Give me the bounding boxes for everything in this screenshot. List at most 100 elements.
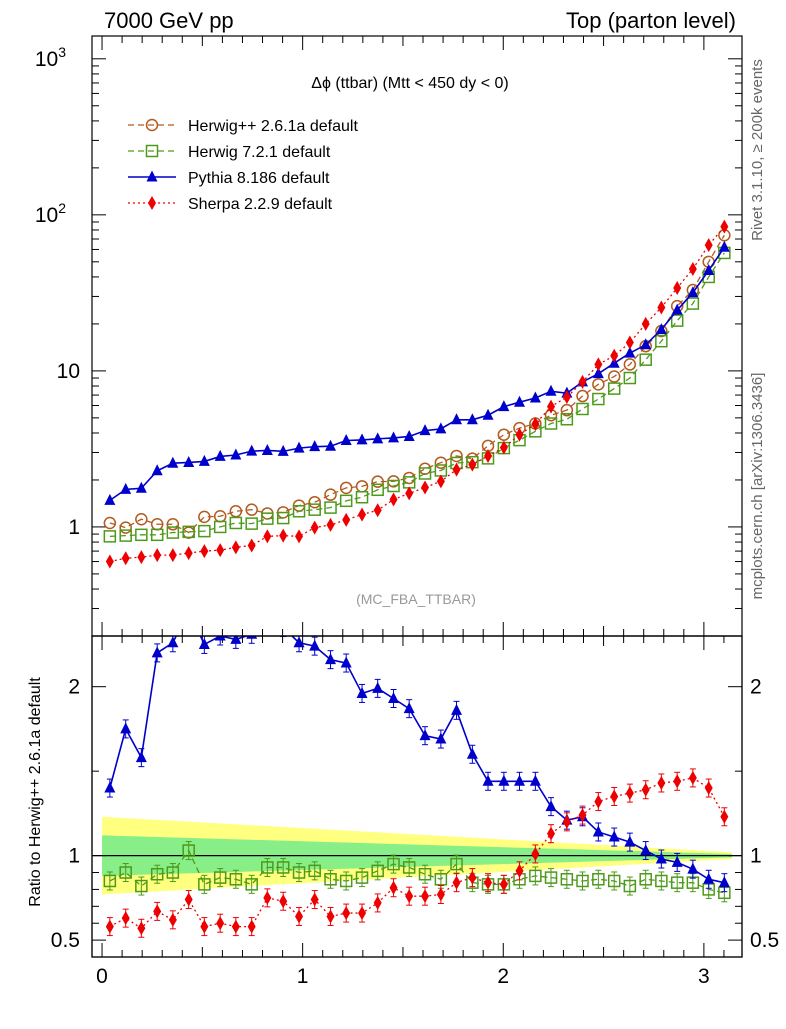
data-point <box>263 529 272 544</box>
ratio-data-point <box>405 889 414 904</box>
data-point <box>261 512 274 525</box>
rivet-version-label: Rivet 3.1.10, ≥ 200k events <box>749 59 766 241</box>
data-point <box>231 540 240 555</box>
data-point <box>324 488 337 501</box>
data-point <box>371 483 384 497</box>
ratio-data-point <box>419 729 431 741</box>
legend-label: Pythia 8.186 default <box>188 170 330 187</box>
data-point <box>531 416 540 431</box>
ratio-data-point <box>687 862 699 874</box>
ratio-data-point <box>372 681 384 693</box>
main-y-tick-exponent: 2 <box>58 200 66 216</box>
ratio-data-point <box>720 809 729 824</box>
main-y-tick-exponent: 3 <box>58 44 66 60</box>
ratio-data-point <box>342 906 351 921</box>
ratio-data-point <box>120 722 132 734</box>
ratio-data-point <box>198 637 210 649</box>
data-point <box>388 431 400 443</box>
ratio-data-point <box>545 800 557 812</box>
data-point <box>309 440 321 452</box>
ratio-data-point <box>468 870 477 885</box>
mcplots-credit-label: mcplots.cern.ch [arXiv:1306.3436] <box>749 373 766 600</box>
data-point <box>610 348 619 363</box>
data-point <box>687 286 699 298</box>
ratio-data-point <box>198 878 211 891</box>
ratio-data-point <box>655 852 667 864</box>
ratio-data-point <box>592 873 605 886</box>
ratio-data-point <box>403 702 415 714</box>
data-point <box>450 449 463 463</box>
data-point <box>276 511 290 525</box>
ratio-data-point <box>231 919 240 934</box>
ratio-data-point <box>292 866 306 879</box>
ratio-panel: 0.5 0.5 1 1 2 2 0 1 2 3 Ratio to Herwig++ 2.6.1a d… <box>27 635 779 988</box>
ratio-data-point <box>150 867 164 881</box>
ratio-data-point <box>153 904 162 919</box>
data-point <box>576 389 589 403</box>
data-point <box>373 503 382 518</box>
data-point <box>435 422 447 434</box>
data-point <box>434 456 448 469</box>
ratio-data-point <box>466 747 478 759</box>
ratio-data-point <box>610 789 619 804</box>
x-tick-label: 2 <box>497 965 509 988</box>
data-point <box>213 520 227 534</box>
ratio-data-point <box>529 774 541 786</box>
ratio-data-point <box>482 774 494 786</box>
ratio-data-point <box>105 919 114 934</box>
ratio-data-point <box>151 646 163 658</box>
ratio-data-point <box>245 878 258 891</box>
ratio-data-point <box>671 855 683 867</box>
legend-marker <box>145 144 159 158</box>
data-point <box>151 464 163 476</box>
data-point <box>623 371 637 385</box>
data-point <box>326 517 335 532</box>
ratio-y-tick-label: 0.5 <box>51 929 80 952</box>
data-point <box>135 481 147 493</box>
ratio-y-tick-label: 2 <box>68 676 80 699</box>
ratio-data-point <box>718 876 730 888</box>
data-point <box>624 346 636 358</box>
ratio-data-point <box>670 876 684 889</box>
ratio-data-point <box>326 909 335 924</box>
data-point <box>295 529 304 544</box>
ratio-data-point <box>293 636 305 648</box>
ratio-data-point <box>578 808 587 823</box>
data-point <box>451 413 463 425</box>
ratio-data-point <box>484 875 493 890</box>
ratio-data-point <box>246 636 258 639</box>
ratio-data-point <box>184 892 193 907</box>
ratio-data-point <box>594 794 603 809</box>
data-point <box>387 479 400 493</box>
ratio-data-point <box>309 639 321 651</box>
data-point <box>704 238 713 253</box>
ratio-data-point <box>135 879 148 893</box>
data-point <box>105 554 114 569</box>
ratio-data-point <box>276 861 290 874</box>
data-point <box>103 530 117 543</box>
series-line <box>109 252 725 538</box>
data-point <box>547 399 556 414</box>
data-point <box>198 454 210 466</box>
data-point <box>655 323 667 335</box>
ratio-data-point <box>450 857 463 871</box>
ratio-data-point <box>498 774 510 786</box>
data-point <box>371 475 384 488</box>
data-point <box>183 455 195 467</box>
ratio-series-line <box>109 636 725 884</box>
data-point <box>103 516 117 530</box>
data-point <box>119 529 132 542</box>
data-point <box>686 297 700 310</box>
ratio-y-tick-label: 1 <box>68 845 80 868</box>
data-point <box>405 486 414 501</box>
ratio-data-point <box>544 871 558 884</box>
ratio-data-point <box>704 781 713 796</box>
ratio-data-point <box>200 919 209 934</box>
data-point <box>673 280 682 295</box>
header-beam-label: 7000 GeV pp <box>104 8 234 33</box>
data-point <box>418 467 432 480</box>
data-point <box>576 402 589 416</box>
data-point <box>198 510 211 524</box>
